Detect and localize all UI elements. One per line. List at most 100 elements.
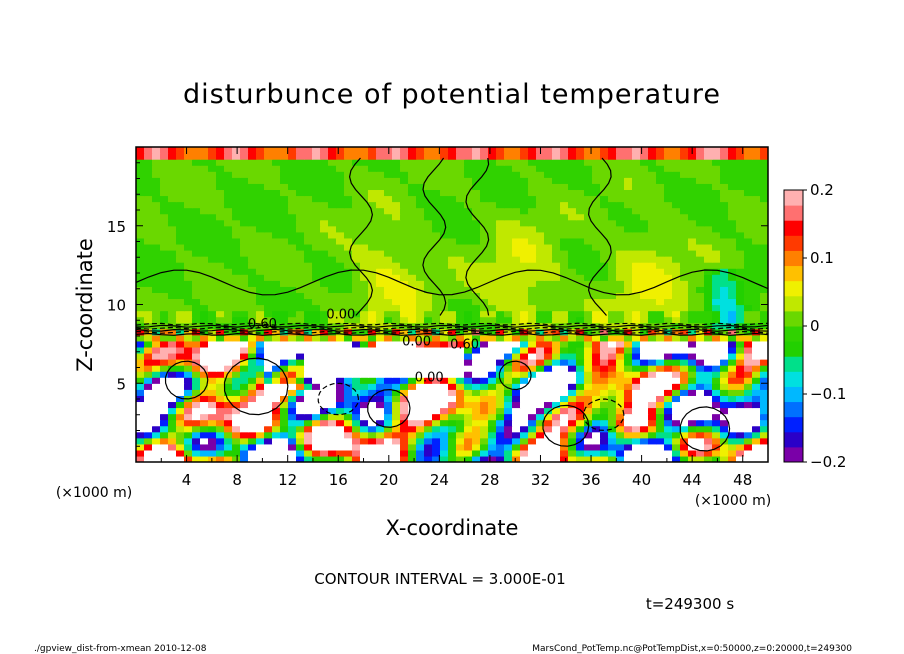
- field-cell: [400, 298, 409, 306]
- field-cell: [488, 383, 497, 390]
- field-cell: [232, 365, 241, 372]
- colorbar-tick-label: −0.2: [810, 453, 846, 471]
- field-cell: [320, 322, 329, 330]
- field-cell: [728, 201, 737, 209]
- field-cell: [640, 171, 649, 178]
- field-cell: [160, 389, 169, 396]
- field-cell: [384, 437, 393, 445]
- field-cell: [688, 268, 697, 275]
- field-cell: [472, 274, 481, 281]
- field-cell: [376, 256, 385, 263]
- field-cell: [528, 401, 537, 409]
- field-cell: [704, 177, 713, 184]
- field-cell: [712, 395, 721, 403]
- field-cell: [456, 213, 465, 221]
- field-cell: [152, 189, 161, 197]
- field-cell: [712, 304, 721, 312]
- field-cell: [400, 243, 409, 251]
- field-cell: [320, 207, 329, 215]
- field-cell: [760, 401, 768, 409]
- field-cell: [520, 177, 529, 184]
- field-cell: [632, 328, 641, 336]
- field-cell: [536, 243, 545, 251]
- field-cell: [368, 425, 377, 433]
- field-cell: [320, 431, 329, 439]
- field-cell: [560, 389, 569, 396]
- field-cell: [456, 165, 465, 172]
- field-cell: [168, 407, 177, 415]
- field-cell: [232, 377, 241, 384]
- colorbar-ticks: 0.20.10−0.1−0.2: [803, 181, 846, 471]
- field-cell: [664, 401, 673, 409]
- field-cell: [400, 377, 409, 384]
- field-cell: [408, 359, 417, 366]
- field-cell: [456, 207, 465, 215]
- field-cell: [552, 286, 561, 293]
- field-cell: [216, 231, 225, 239]
- field-cell: [752, 316, 761, 324]
- field-cell: [720, 165, 729, 172]
- field-cell: [696, 455, 705, 462]
- field-cell: [232, 249, 241, 257]
- field-cell: [384, 310, 393, 318]
- field-cell: [544, 352, 553, 360]
- field-cell: [408, 225, 417, 233]
- field-cell: [520, 292, 529, 300]
- field-cell: [400, 395, 409, 403]
- field-cell: [384, 268, 393, 275]
- field-cell: [584, 328, 593, 336]
- field-cell: [440, 243, 449, 251]
- field-cell: [512, 328, 521, 336]
- field-cell: [712, 346, 721, 354]
- field-cell: [632, 395, 641, 403]
- field-cell: [224, 316, 233, 324]
- field-cell: [400, 389, 409, 396]
- field-cell: [608, 183, 617, 191]
- field-cell: [712, 359, 721, 366]
- field-cell: [584, 256, 593, 263]
- field-cell: [648, 328, 657, 336]
- field-cell: [336, 340, 345, 348]
- field-cell: [408, 147, 417, 154]
- field-cell: [680, 346, 689, 354]
- field-cell: [248, 431, 257, 439]
- field-cell: [672, 243, 681, 251]
- field-cell: [336, 346, 345, 354]
- field-cell: [368, 443, 377, 451]
- field-cell: [704, 298, 713, 306]
- field-cell: [616, 310, 625, 318]
- field-cell: [152, 334, 161, 342]
- field-cell: [600, 365, 609, 372]
- field-cell: [536, 419, 545, 427]
- field-cell: [136, 322, 145, 330]
- field-cell: [536, 383, 545, 390]
- field-cell: [320, 365, 329, 372]
- field-cell: [520, 377, 529, 384]
- field-cell: [192, 389, 201, 396]
- field-cell: [656, 207, 665, 215]
- field-cell: [160, 183, 169, 191]
- field-cell: [688, 389, 697, 396]
- field-cell: [552, 262, 561, 269]
- field-cell: [280, 455, 289, 462]
- field-cell: [144, 243, 153, 251]
- field-cell: [520, 286, 529, 293]
- field-cell: [208, 147, 217, 154]
- field-cell: [448, 365, 457, 372]
- field-cell: [520, 243, 529, 251]
- field-cell: [152, 165, 161, 172]
- field-cell: [488, 189, 497, 197]
- field-cell: [448, 310, 457, 318]
- field-cell: [392, 425, 401, 433]
- field-cell: [176, 437, 185, 445]
- field-cell: [168, 171, 177, 178]
- field-cell: [552, 171, 561, 178]
- field-cell: [496, 407, 505, 415]
- field-cell: [320, 383, 329, 390]
- field-cell: [688, 395, 697, 403]
- field-cell: [600, 292, 609, 300]
- field-cell: [384, 280, 393, 287]
- field-cell: [432, 383, 441, 390]
- field-cell: [480, 352, 489, 360]
- field-cell: [552, 310, 561, 318]
